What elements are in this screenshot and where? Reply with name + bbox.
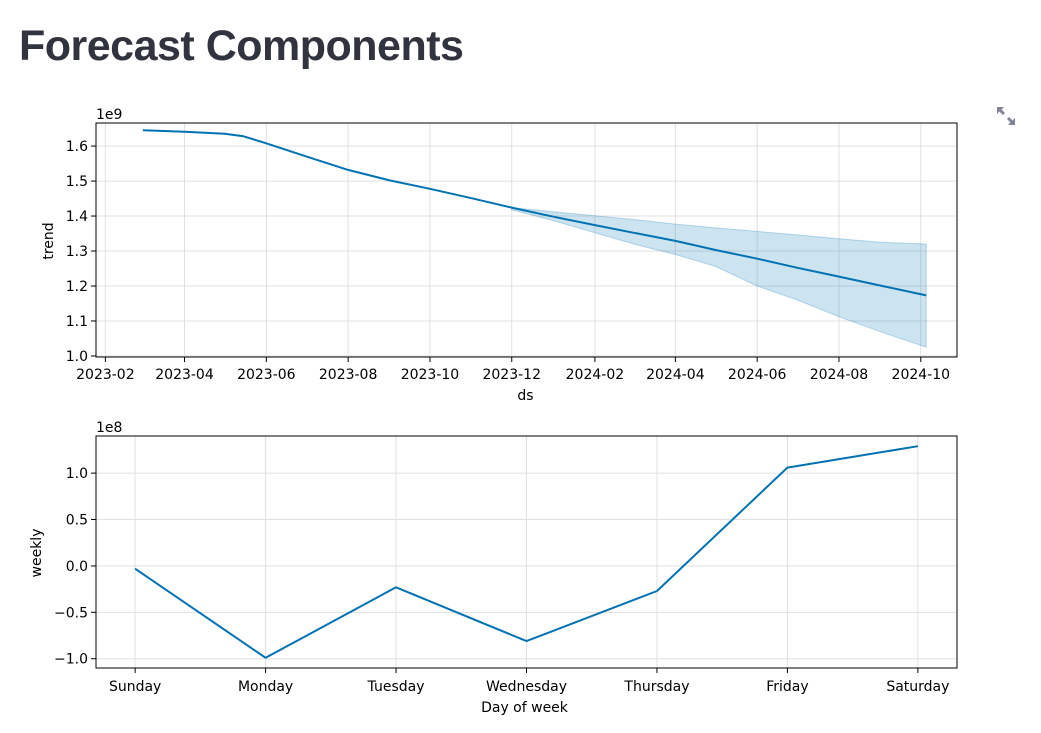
trend-x-tick-label: 2023-10 (401, 367, 460, 383)
trend-y-tick-label: 1.3 (66, 244, 88, 260)
trend-y-tick-label: 1.2 (66, 279, 88, 295)
trend-y-tick-label: 1.5 (66, 174, 88, 190)
weekly-y-tick-label: −0.5 (54, 605, 88, 621)
trend-y-tick-label: 1.6 (66, 139, 88, 155)
weekly-x-tick-label: Friday (766, 679, 808, 695)
trend-x-tick-label: 2023-12 (482, 367, 541, 383)
weekly-y-tick-label: 0.5 (66, 513, 88, 529)
trend-x-tick-label: 2024-06 (728, 367, 787, 383)
weekly-x-tick-label: Monday (238, 679, 293, 695)
weekly-y-tick-label: −1.0 (54, 652, 88, 668)
trend-x-tick-label: 2024-04 (646, 367, 705, 383)
weekly-x-tick-label: Wednesday (486, 679, 567, 695)
page-title: Forecast Components (19, 22, 464, 70)
weekly-x-axis-label: Day of week (481, 700, 569, 716)
trend-x-tick-label: 2024-02 (566, 367, 625, 383)
trend-y-axis-label: trend (41, 222, 57, 259)
trend-x-tick-label: 2023-08 (319, 367, 378, 383)
weekly-line (134, 445, 919, 659)
trend-offset-label: 1e9 (96, 107, 122, 123)
trend-x-tick-label: 2024-08 (810, 367, 869, 383)
trend-y-tick-label: 1.4 (66, 209, 88, 225)
trend-y-tick-label: 1.1 (66, 314, 88, 330)
weekly-x-tick-label: Sunday (109, 679, 161, 695)
trend-x-tick-label: 2023-06 (237, 367, 296, 383)
trend-y-tick-label: 1.0 (66, 349, 88, 365)
trend-uncertainty-band (511, 207, 927, 348)
trend-line (142, 129, 927, 297)
trend-axes-frame (95, 122, 958, 358)
trend-x-tick-label: 2023-04 (155, 367, 214, 383)
trend-x-axis-label: ds (517, 388, 533, 404)
weekly-panel: Sunday Monday Tuesday Wednesday Thursday Frid… (29, 420, 958, 716)
weekly-offset-label: 1e8 (96, 420, 122, 436)
weekly-x-tick-label: Thursday (623, 679, 689, 695)
expand-button[interactable] (992, 102, 1020, 130)
trend-x-tick-label: 2023-02 (76, 367, 135, 383)
weekly-y-axis-label: weekly (29, 529, 45, 578)
trend-x-tick-label: 2024-10 (892, 367, 951, 383)
fullscreen-expand-icon (997, 107, 1015, 125)
weekly-y-tick-label: 1.0 (66, 466, 88, 482)
weekly-y-tick-label: 0.0 (66, 559, 88, 575)
weekly-x-tick-label: Tuesday (367, 679, 425, 695)
trend-panel: 2023-02 2023-04 2023-06 2023-08 2023-10 2023-… (41, 107, 958, 404)
weekly-x-tick-label: Saturday (886, 679, 949, 695)
